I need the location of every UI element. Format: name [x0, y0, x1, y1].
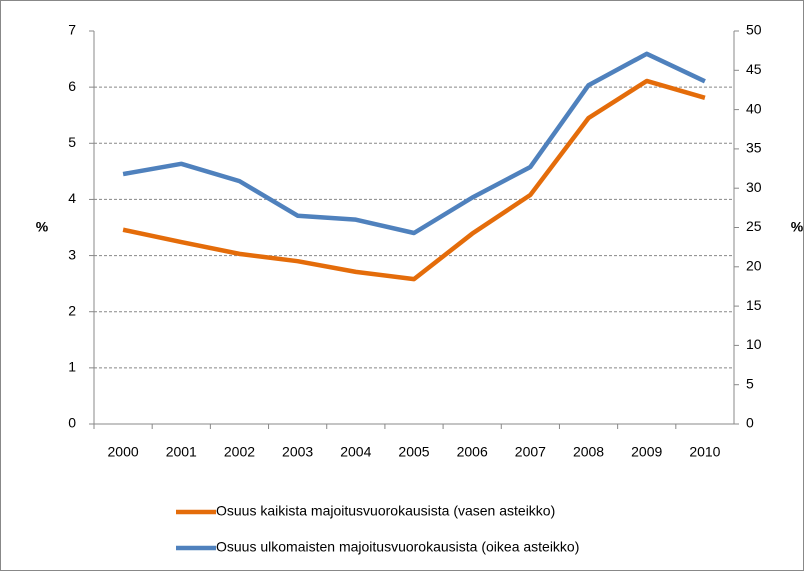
legend-label: Osuus ulkomaisten majoitusvuorokausista …	[216, 539, 579, 555]
x-tick-label: 2004	[340, 444, 371, 460]
series-line	[122, 78, 706, 282]
x-tick-label: 2009	[631, 444, 662, 460]
y2-tick-label: 25	[746, 218, 762, 234]
y-tick-label: 5	[68, 134, 76, 150]
y-tick-label: 1	[68, 359, 76, 375]
y-tick-label: 7	[68, 22, 76, 38]
y2-tick-label: 0	[746, 415, 754, 431]
y2-tick-label: 40	[746, 100, 762, 116]
x-tick-label: 2001	[166, 444, 197, 460]
y-tick-label: 3	[68, 246, 76, 262]
y2-tick-label: 10	[746, 336, 762, 352]
series-line	[122, 51, 706, 236]
y-tick-label: 2	[68, 302, 76, 318]
y-tick-label: 0	[68, 415, 76, 431]
y2-axis-label: %	[791, 219, 804, 235]
y2-tick-label: 50	[746, 22, 762, 38]
y2-tick-label: 20	[746, 258, 762, 274]
legend-label: Osuus kaikista majoitusvuorokausista (va…	[216, 503, 555, 519]
y2-tick-label: 45	[746, 61, 762, 77]
y2-tick-label: 15	[746, 297, 762, 313]
y-tick-label: 4	[68, 190, 76, 206]
x-tick-label: 2005	[398, 444, 429, 460]
y-axis-label: %	[36, 219, 49, 235]
x-tick-label: 2008	[573, 444, 604, 460]
x-tick-label: 2000	[108, 444, 139, 460]
x-tick-label: 2002	[224, 444, 255, 460]
x-tick-label: 2007	[515, 444, 546, 460]
x-tick-label: 2006	[457, 444, 488, 460]
x-tick-label: 2010	[689, 444, 720, 460]
y2-tick-label: 5	[746, 375, 754, 391]
y2-tick-label: 35	[746, 140, 762, 156]
x-tick-label: 2003	[282, 444, 313, 460]
y2-tick-label: 30	[746, 179, 762, 195]
y-tick-label: 6	[68, 78, 76, 94]
